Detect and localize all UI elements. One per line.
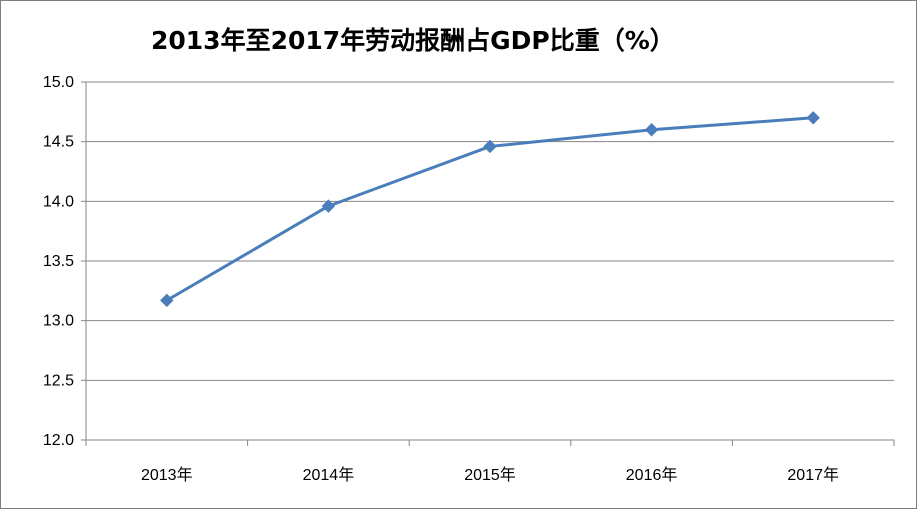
y-tick-label: 14.5: [43, 134, 74, 151]
data-point-2013年: [160, 293, 174, 308]
x-tick-label: 2016年: [626, 466, 678, 484]
x-tick-label: 2017年: [787, 466, 839, 484]
axes: [81, 81, 895, 446]
y-tick-label: 14.0: [43, 193, 74, 210]
x-tick-labels: 2013年 2014年 2015年 2016年 2017年: [141, 466, 839, 484]
y-tick-label: 13.5: [43, 253, 74, 270]
data-point-2017年: [806, 111, 820, 125]
x-tick-label: 2015年: [464, 466, 516, 484]
series: [160, 111, 820, 308]
gridlines: [86, 81, 894, 381]
y-tick-label: 13.0: [43, 313, 74, 330]
y-tick-labels: 12.0 12.5 13.0 13.5 14.0 14.5 15.0: [43, 74, 74, 449]
y-tick-label: 15.0: [43, 74, 74, 91]
y-tick-label: 12.5: [43, 372, 74, 389]
data-point-2014年: [321, 199, 336, 213]
x-tick-label: 2013年: [141, 466, 193, 484]
y-tick-label: 12.0: [43, 432, 74, 449]
data-point-2016年: [644, 123, 659, 137]
x-tick-label: 2014年: [303, 466, 355, 484]
chart-title: 2013年至2017年劳动报酬占GDP比重（%）: [151, 26, 675, 55]
data-point-2015年: [483, 139, 497, 154]
